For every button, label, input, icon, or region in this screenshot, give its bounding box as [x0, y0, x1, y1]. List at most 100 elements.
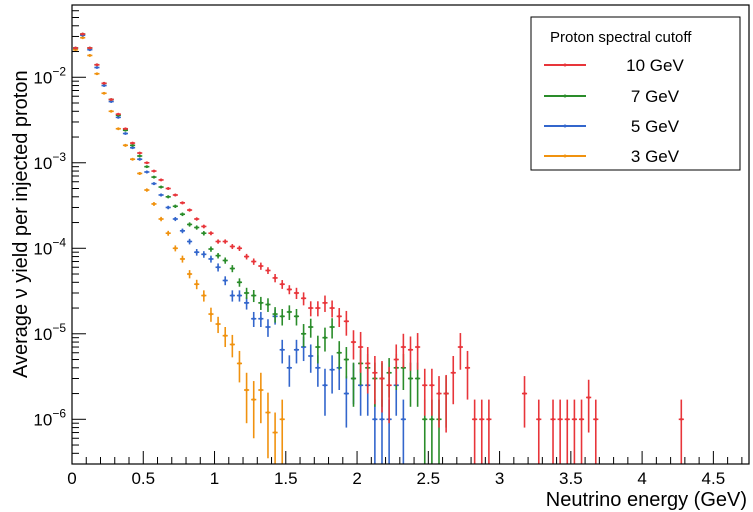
- data-point: [108, 100, 114, 103]
- data-point: [130, 146, 136, 150]
- x-tick-label: 1.5: [274, 469, 298, 488]
- data-point: [265, 392, 271, 459]
- data-point: [521, 376, 528, 428]
- data-point: [94, 72, 100, 76]
- data-point: [80, 36, 86, 40]
- data-point: [293, 287, 300, 300]
- data-point: [322, 295, 328, 312]
- data-point: [286, 305, 292, 320]
- data-point: [443, 374, 449, 433]
- data-point: [336, 308, 342, 328]
- data-point: [194, 225, 200, 230]
- data-point: [194, 249, 200, 256]
- data-point: [187, 270, 193, 279]
- data-point: [130, 143, 136, 147]
- y-tick-label: 10−5: [33, 321, 66, 344]
- data-point: [187, 222, 193, 227]
- data-point: [479, 399, 485, 464]
- data-point: [293, 339, 300, 364]
- data-point: [229, 290, 235, 302]
- data-point: [386, 366, 392, 424]
- data-marks: [73, 32, 684, 464]
- data-point: [450, 355, 456, 405]
- x-tick-label: 0.5: [131, 469, 155, 488]
- data-point: [251, 258, 257, 265]
- data-point: [329, 355, 335, 394]
- data-point: [400, 333, 406, 368]
- data-point: [550, 399, 556, 464]
- data-point: [165, 195, 171, 199]
- data-point: [358, 331, 364, 373]
- data-point: [557, 399, 563, 464]
- data-point: [137, 151, 143, 155]
- data-point: [215, 316, 221, 334]
- data-point: [172, 193, 178, 197]
- data-point: [187, 208, 193, 212]
- data-point: [94, 63, 100, 67]
- data-point: [329, 300, 335, 318]
- data-point: [87, 54, 93, 57]
- data-point: [265, 267, 271, 275]
- data-point: [350, 362, 357, 407]
- data-point: [215, 263, 221, 272]
- data-point: [251, 290, 257, 303]
- data-point: [308, 301, 314, 317]
- data-point: [122, 132, 129, 135]
- data-point: [457, 333, 463, 370]
- data-point: [564, 399, 570, 464]
- legend-entries: 10 GeV 7 GeV 5 GeV 3 GeV: [544, 56, 684, 166]
- data-point: [108, 109, 114, 113]
- y-tick-label: 10−6: [33, 406, 66, 429]
- legend-entry: 3 GeV: [544, 147, 680, 166]
- data-point: [436, 376, 442, 428]
- data-point: [179, 228, 186, 234]
- data-point: [101, 91, 107, 95]
- data-point: [265, 319, 271, 337]
- data-point: [151, 169, 157, 173]
- x-tick-label: 4.5: [702, 469, 726, 488]
- data-point: [229, 244, 235, 250]
- data-point: [272, 307, 278, 323]
- data-point: [158, 216, 164, 222]
- data-point: [137, 154, 143, 158]
- x-tick-label: 4: [637, 469, 646, 488]
- data-point: [229, 334, 235, 358]
- data-point: [179, 212, 186, 217]
- data-point: [244, 287, 250, 300]
- x-tick-label: 3: [495, 469, 504, 488]
- data-point: [151, 175, 157, 179]
- data-point: [201, 224, 207, 229]
- data-point: [201, 251, 207, 258]
- data-point: [286, 355, 292, 387]
- data-point: [365, 347, 371, 394]
- data-point: [151, 202, 157, 206]
- data-point: [593, 399, 599, 464]
- data-point: [194, 279, 200, 290]
- data-point: [279, 399, 285, 464]
- data-point: [201, 231, 207, 236]
- data-point: [144, 188, 150, 192]
- data-point: [137, 157, 143, 161]
- data-point: [486, 399, 492, 464]
- data-point: [244, 253, 250, 260]
- axis-ticks: [71, 4, 743, 465]
- data-point: [400, 399, 406, 464]
- data-point: [101, 84, 107, 87]
- data-point: [222, 276, 228, 286]
- data-point: [315, 301, 321, 317]
- legend-label: 5 GeV: [631, 117, 680, 136]
- data-point: [308, 318, 314, 338]
- data-point: [158, 193, 164, 197]
- series-5-gev: [73, 33, 406, 464]
- data-point: [343, 310, 349, 336]
- data-point: [286, 285, 292, 295]
- data-point: [293, 308, 300, 326]
- data-point: [73, 46, 79, 50]
- data-point: [308, 344, 314, 373]
- series-3-gev: [73, 36, 285, 464]
- data-point: [222, 239, 228, 244]
- y-axis-title: Average ν yield per injected proton: [10, 70, 32, 378]
- data-point: [101, 81, 107, 85]
- data-point: [472, 399, 478, 464]
